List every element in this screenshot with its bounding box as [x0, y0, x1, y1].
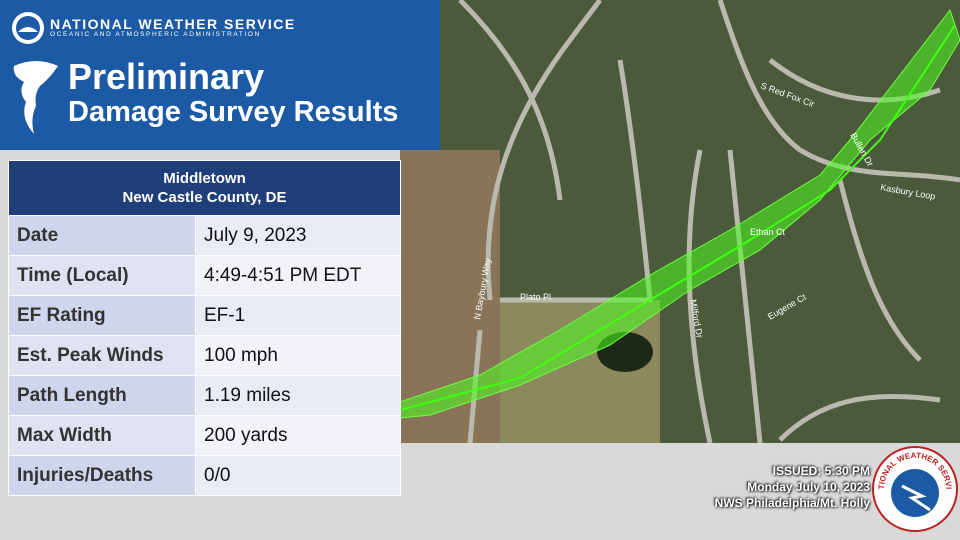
table-row: Injuries/Deaths 0/0	[8, 455, 401, 496]
row-value: 1.19 miles	[195, 375, 401, 416]
table-row: Max Width 200 yards	[8, 415, 401, 456]
row-label: Time (Local)	[8, 255, 196, 296]
footer: ISSUED: 5:30 PM Monday July 10, 2023 NWS…	[715, 463, 870, 511]
nws-logo: NATIONAL WEATHER SERVICE	[872, 446, 958, 532]
row-label: Est. Peak Winds	[8, 335, 196, 376]
noaa-logo	[12, 12, 44, 44]
row-label: Max Width	[8, 415, 196, 456]
row-value: EF-1	[195, 295, 401, 336]
table-row: Date July 9, 2023	[8, 215, 401, 256]
row-label: Path Length	[8, 375, 196, 416]
row-value: 4:49-4:51 PM EDT	[195, 255, 401, 296]
table-row: EF Rating EF-1	[8, 295, 401, 336]
issued: ISSUED: 5:30 PM	[772, 464, 870, 478]
row-label: Injuries/Deaths	[8, 455, 196, 496]
track-line	[400, 24, 956, 411]
row-value: 200 yards	[195, 415, 401, 456]
header: NATIONAL WEATHER SERVICE OCEANIC AND ATM…	[0, 0, 440, 150]
row-value: 0/0	[195, 455, 401, 496]
org-name: NATIONAL WEATHER SERVICE	[50, 16, 296, 32]
survey-table: Middletown New Castle County, DE Date July…	[8, 160, 401, 496]
row-value: 100 mph	[195, 335, 401, 376]
location: Middletown New Castle County, DE	[8, 160, 401, 216]
org-sub: OCEANIC AND ATMOSPHERIC ADMINISTRATION	[50, 31, 261, 38]
office: NWS Philadelphia/Mt. Holly	[714, 496, 870, 510]
table-row: Path Length 1.19 miles	[8, 375, 401, 416]
table-head: Middletown New Castle County, DE	[8, 160, 401, 216]
row-label: EF Rating	[8, 295, 196, 336]
damage-path	[400, 8, 960, 419]
title: Preliminary	[68, 56, 265, 97]
street-label: Ethan Ct	[750, 227, 786, 237]
location-line: Middletown	[163, 170, 246, 187]
table-body: Date July 9, 2023 Time (Local) 4:49-4:51 PM…	[8, 215, 401, 496]
table-row: Time (Local) 4:49-4:51 PM EDT	[8, 255, 401, 296]
title: Damage Survey Results	[68, 96, 399, 128]
row-label: Date	[8, 215, 196, 256]
street-label: Plato Pl	[520, 292, 551, 302]
row-value: July 9, 2023	[195, 215, 401, 256]
table-row: Est. Peak Winds 100 mph	[8, 335, 401, 376]
location-line: New Castle County, DE	[122, 189, 287, 206]
tornado-icon	[13, 61, 58, 134]
issue-date: Monday July 10, 2023	[747, 480, 870, 494]
